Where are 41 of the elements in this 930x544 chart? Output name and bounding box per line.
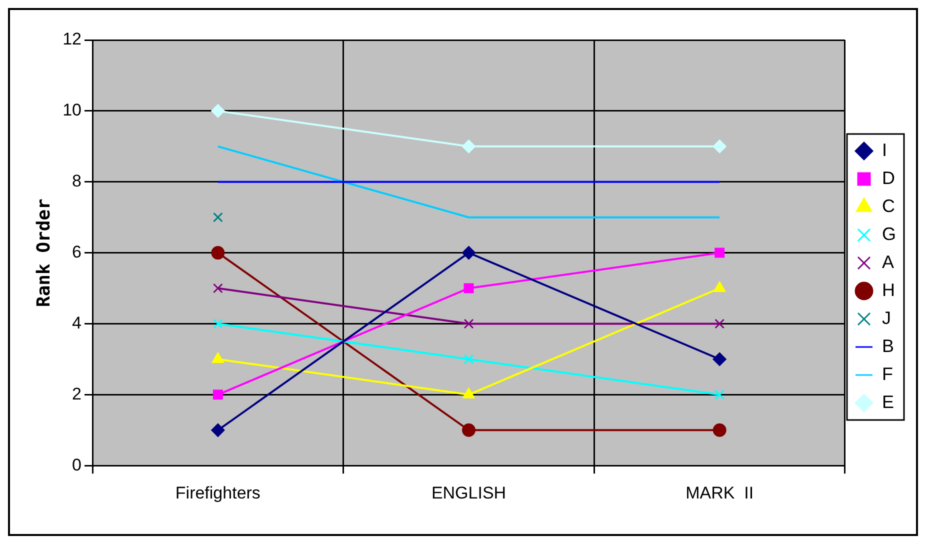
point bbox=[712, 140, 726, 154]
point bbox=[462, 246, 476, 260]
point bbox=[462, 140, 476, 154]
point bbox=[211, 423, 225, 437]
point bbox=[714, 248, 725, 258]
legend-label: C bbox=[882, 196, 895, 216]
point bbox=[464, 354, 474, 364]
point bbox=[212, 390, 223, 400]
point bbox=[714, 282, 726, 292]
point bbox=[212, 318, 223, 329]
point bbox=[212, 283, 223, 294]
legend-label: D bbox=[882, 168, 895, 188]
y-tick-label: 2 bbox=[72, 384, 82, 404]
legend-label: J bbox=[882, 308, 891, 328]
point bbox=[464, 283, 474, 294]
y-tick-label: 12 bbox=[62, 30, 82, 49]
point bbox=[212, 212, 223, 222]
legend-label: B bbox=[882, 336, 894, 356]
legend-label: G bbox=[882, 224, 896, 244]
legend-label: E bbox=[882, 392, 894, 412]
y-tick-label: 4 bbox=[72, 313, 82, 332]
legend-label: I bbox=[882, 140, 888, 160]
point bbox=[462, 423, 476, 437]
x-tick-label: Firefighters bbox=[175, 483, 260, 502]
legend-label: A bbox=[882, 252, 894, 272]
legend-label: F bbox=[882, 364, 893, 384]
point bbox=[712, 423, 726, 437]
point bbox=[211, 104, 225, 118]
y-tick-label: 0 bbox=[72, 455, 82, 474]
x-tick-label: ENGLISH bbox=[431, 483, 506, 502]
y-tick-label: 10 bbox=[62, 100, 82, 120]
point bbox=[714, 390, 725, 400]
point bbox=[714, 318, 725, 329]
y-tick-label: 6 bbox=[72, 242, 82, 262]
point bbox=[712, 352, 726, 366]
y-tick-label: 8 bbox=[72, 172, 82, 191]
point bbox=[464, 318, 474, 329]
y-axis-title: Rank Order bbox=[33, 198, 54, 307]
x-tick-label: MARK II bbox=[686, 483, 754, 502]
legend-label: H bbox=[882, 280, 895, 300]
point bbox=[211, 246, 225, 260]
